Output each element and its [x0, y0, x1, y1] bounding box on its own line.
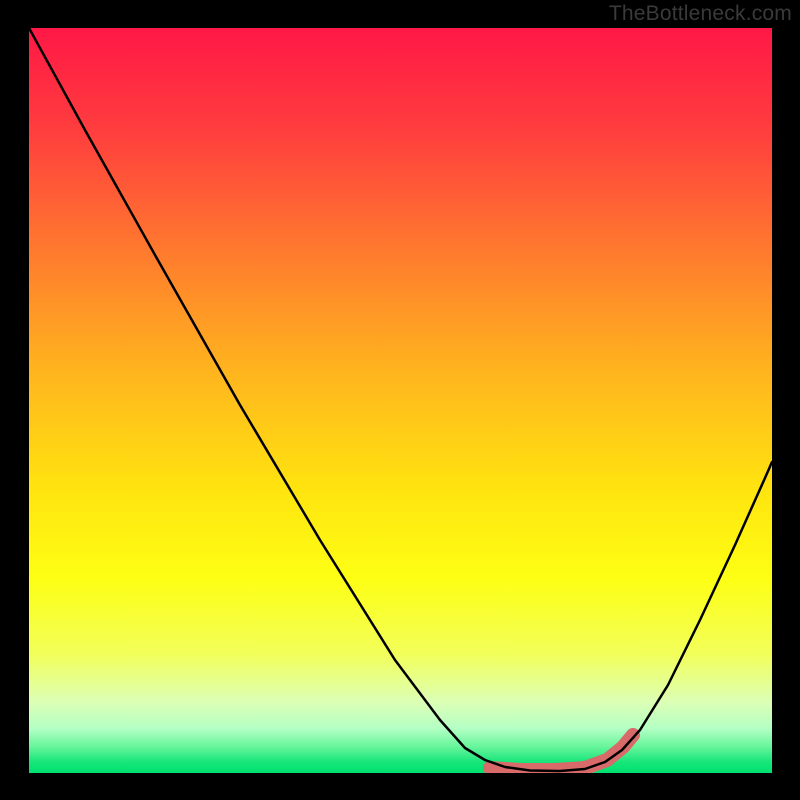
plot-background — [29, 28, 772, 773]
watermark-text: TheBottleneck.com — [609, 2, 792, 26]
chart-svg — [0, 0, 800, 800]
chart-stage: TheBottleneck.com — [0, 0, 800, 800]
